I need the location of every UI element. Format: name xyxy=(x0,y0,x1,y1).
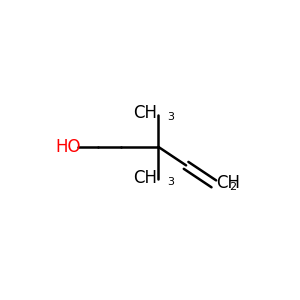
Text: 3: 3 xyxy=(168,112,175,122)
Text: CH: CH xyxy=(133,104,157,122)
Text: 3: 3 xyxy=(168,176,175,187)
Text: CH: CH xyxy=(216,174,240,192)
Text: 2: 2 xyxy=(229,182,236,192)
Text: HO: HO xyxy=(56,138,81,156)
Text: CH: CH xyxy=(133,169,157,187)
